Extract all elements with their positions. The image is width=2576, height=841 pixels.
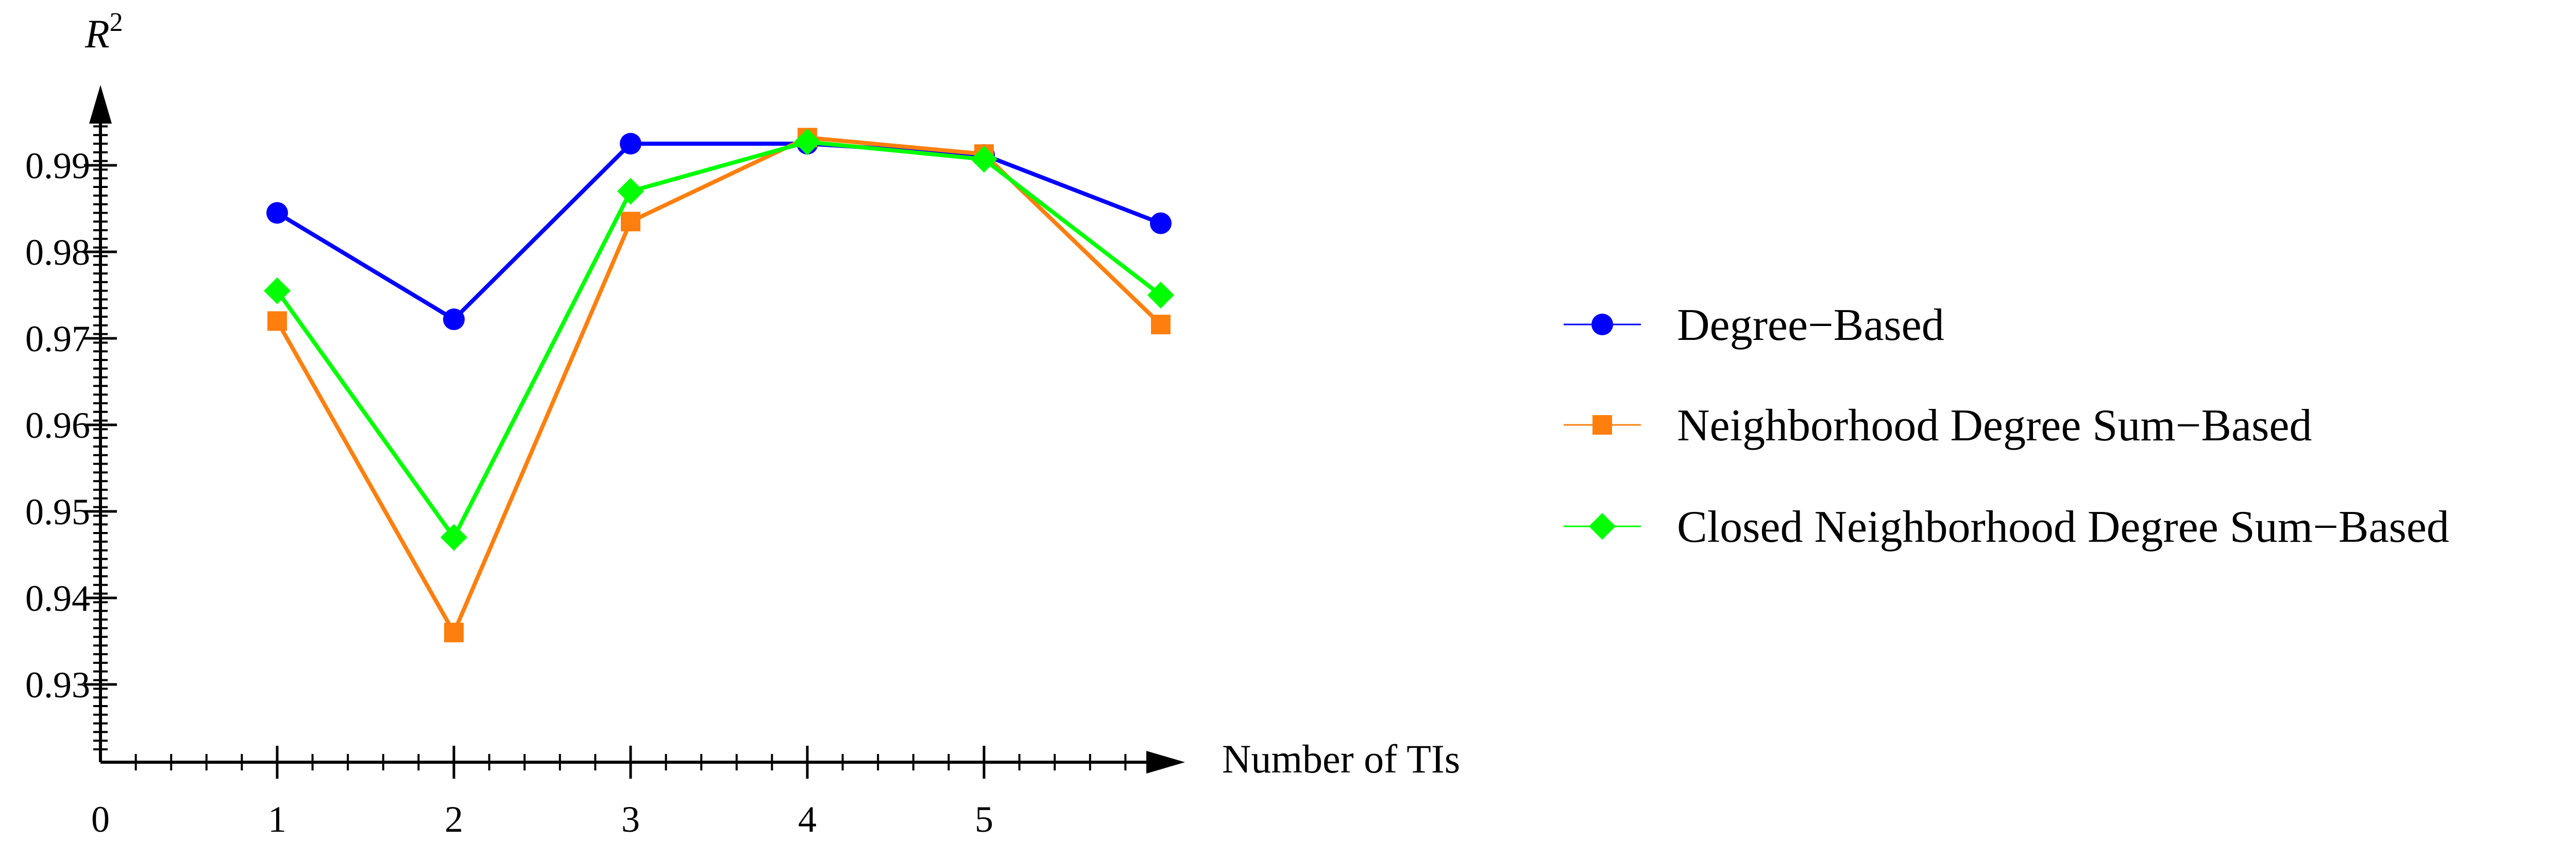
series-closed-neighborhood-degree-sum-based <box>264 128 1174 551</box>
data-point <box>440 524 467 551</box>
legend-swatch-marker <box>1591 314 1613 335</box>
y-axis-title-base: R <box>84 11 110 56</box>
legend-entry: Degree−Based <box>1564 300 1944 350</box>
series-layer <box>264 128 1174 643</box>
legend-label: Degree−Based <box>1677 300 1944 350</box>
y-axis-arrow <box>89 85 112 124</box>
data-point <box>1147 282 1174 308</box>
data-point <box>971 146 997 173</box>
data-point <box>1150 212 1172 234</box>
legend-label: Neighborhood Degree Sum−Based <box>1677 401 2312 451</box>
x-tick-label: 5 <box>975 799 993 840</box>
y-tick-label: 0.95 <box>25 491 90 533</box>
y-tick-label: 0.98 <box>25 232 90 273</box>
legend-entry: Closed Neighborhood Degree Sum−Based <box>1564 502 2449 552</box>
y-axis-title-superscript: 2 <box>110 8 123 37</box>
y-tick-label: 0.99 <box>25 145 90 186</box>
y-tick-label: 0.93 <box>25 664 90 706</box>
legend: Degree−Based Neighborhood Degree Sum−Base… <box>1564 300 2449 552</box>
x-tick-label: 0 <box>91 799 110 840</box>
legend-swatch-marker <box>1589 513 1616 540</box>
y-tick-label: 0.94 <box>25 578 90 619</box>
legend-swatch-marker <box>1592 415 1612 435</box>
data-point <box>267 311 287 331</box>
data-point <box>444 623 464 643</box>
series-degree-based <box>266 133 1172 331</box>
data-point <box>264 277 291 304</box>
data-point <box>443 308 465 331</box>
x-tick-label: 2 <box>445 799 463 840</box>
series-line <box>275 140 1162 540</box>
legend-label: Closed Neighborhood Degree Sum−Based <box>1677 502 2449 552</box>
data-point <box>1151 315 1171 335</box>
series-neighborhood-degree-sum-based <box>267 128 1171 643</box>
data-point <box>620 133 641 155</box>
data-point <box>617 178 644 205</box>
series-line <box>276 142 1162 322</box>
data-point <box>621 212 640 232</box>
legend-entry: Neighborhood Degree Sum−Based <box>1564 401 2312 451</box>
x-axis-title: Number of TIs <box>1222 736 1460 781</box>
series-line <box>275 135 1162 635</box>
axes: 0 1 2 3 4 5 0.93 0.94 0.95 0.96 0.97 0.98 0.99 <box>25 85 1185 840</box>
x-tick-label: 4 <box>798 799 817 840</box>
data-point <box>794 128 821 156</box>
data-point <box>266 202 288 224</box>
y-tick-label: 0.97 <box>25 318 90 359</box>
x-tick-label: 1 <box>268 799 286 840</box>
x-axis-arrow <box>1146 751 1185 774</box>
y-axis-title: R2 <box>84 8 123 56</box>
x-tick-label: 3 <box>621 799 640 840</box>
y-tick-label: 0.96 <box>25 405 90 446</box>
